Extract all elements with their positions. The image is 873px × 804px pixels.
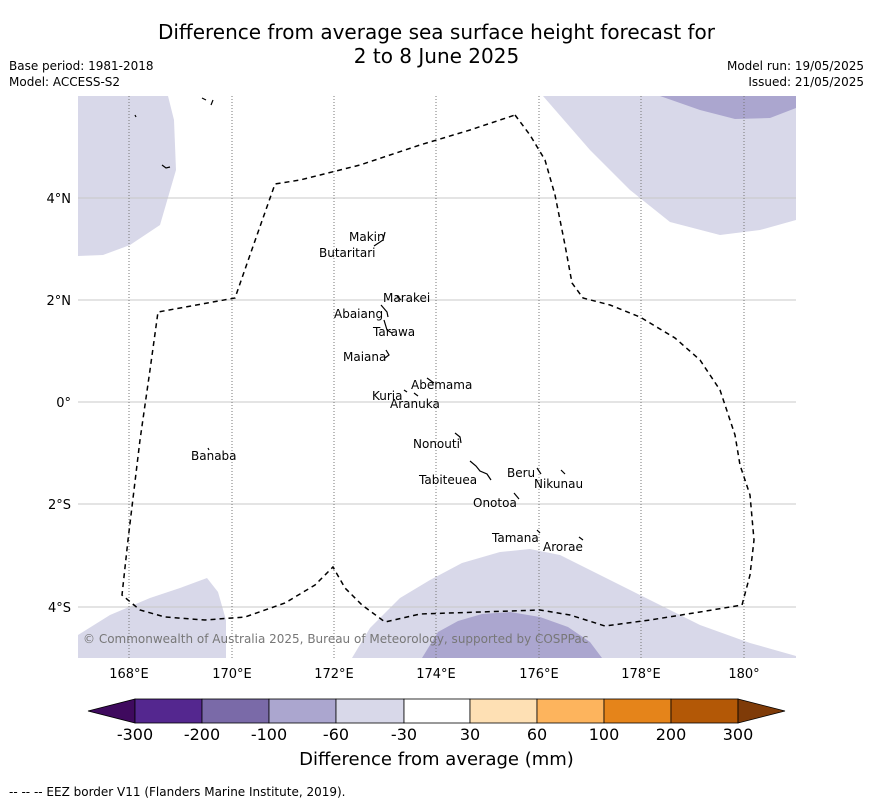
- island-tabiteuea: Tabiteuea: [418, 473, 477, 487]
- lon-label-170e: 170°E: [212, 667, 252, 682]
- lon-label-180: 180°: [728, 667, 759, 682]
- colorbar-segment: [134, 698, 203, 724]
- base-period: Base period: 1981-2018: [9, 59, 154, 73]
- colorbar-tick: -30: [391, 725, 417, 744]
- island-outlines: [134, 97, 584, 541]
- lat-label-4s: 4°S: [48, 601, 71, 616]
- island-nonouti: Nonouti: [413, 437, 460, 451]
- colorbar-tick: 30: [460, 725, 480, 744]
- colorbar-tick: 60: [527, 725, 547, 744]
- anomaly-region-ne: [543, 96, 796, 235]
- lon-axis: 168°E 170°E 172°E 174°E 176°E 178°E 180°: [109, 667, 759, 682]
- island-beru: Beru: [507, 466, 535, 480]
- lat-label-2s: 2°S: [48, 498, 71, 513]
- title-line-2: 2 to 8 June 2025: [353, 44, 520, 68]
- lon-label-174e: 174°E: [416, 667, 456, 682]
- colorbar-tick: -100: [251, 725, 287, 744]
- eez-footnote: -- -- -- EEZ border V11 (Flanders Marine…: [9, 785, 346, 799]
- model-name: Model: ACCESS-S2: [9, 75, 121, 89]
- title-line-1: Difference from average sea surface heig…: [157, 20, 716, 44]
- anomaly-region-s-core: [422, 612, 602, 658]
- eez-border: [121, 114, 755, 627]
- meta-right: Model run: 19/05/2025 Issued: 21/05/2025: [727, 58, 864, 90]
- colorbar-tick: 300: [723, 725, 754, 744]
- colorbar-arrow-high: [737, 698, 786, 724]
- island-arorae: Arorae: [543, 540, 583, 554]
- lon-label-172e: 172°E: [314, 667, 354, 682]
- meta-left: Base period: 1981-2018 Model: ACCESS-S2: [9, 58, 154, 90]
- model-run: Model run: 19/05/2025: [726, 59, 864, 73]
- colorbar-tick: 200: [656, 725, 687, 744]
- colorbar-segment: [335, 698, 405, 724]
- colorbar-tick: -300: [117, 725, 153, 744]
- colorbar-segment: [403, 698, 471, 724]
- colorbar-arrow-low: [87, 698, 136, 724]
- lon-gridlines: [128, 96, 745, 658]
- lat-label-0: 0°: [56, 396, 71, 411]
- chart-title: Difference from average sea surface heig…: [0, 20, 873, 68]
- island-kuria: Kuria: [372, 389, 403, 403]
- lat-gridlines: [78, 197, 796, 608]
- island-tarawa: Tarawa: [372, 325, 415, 339]
- issued-date: Issued: 21/05/2025: [748, 75, 864, 89]
- island-banaba: Banaba: [191, 449, 237, 463]
- lat-label-2n: 2°N: [47, 294, 72, 309]
- island-abemama: Abemama: [411, 378, 472, 392]
- island-tamana: Tamana: [491, 531, 539, 545]
- colorbar-segment: [603, 698, 672, 724]
- lon-label-176e: 176°E: [519, 667, 559, 682]
- colorbar-segment: [201, 698, 270, 724]
- island-onotoa: Onotoa: [473, 496, 517, 510]
- copyright-notice: © Commonwealth of Australia 2025, Bureau…: [83, 632, 589, 646]
- colorbar-segment: [469, 698, 538, 724]
- island-nikunau: Nikunau: [534, 477, 583, 491]
- map-area: Makin Butaritari Marakei Abaiang Tarawa …: [78, 96, 796, 658]
- island-aranuka: Aranuka: [390, 397, 440, 411]
- colorbar: [87, 698, 786, 724]
- island-abaiang: Abaiang: [334, 307, 383, 321]
- colorbar-tick: -60: [323, 725, 349, 744]
- anomaly-region-sw: [78, 578, 226, 658]
- island-maiana: Maiana: [343, 350, 386, 364]
- lon-label-178e: 178°E: [621, 667, 661, 682]
- lat-axis: 4°N 2°N 0° 2°S 4°S: [47, 192, 72, 616]
- colorbar-tick: 100: [589, 725, 620, 744]
- island-marakei: Marakei: [383, 291, 430, 305]
- anomaly-region-ne-core: [660, 96, 796, 119]
- anomaly-region-nw: [78, 96, 176, 256]
- colorbar-tick: -200: [184, 725, 220, 744]
- colorbar-segment: [536, 698, 605, 724]
- lat-label-4n: 4°N: [47, 192, 72, 207]
- colorbar-segment: [268, 698, 337, 724]
- colorbar-ticks: -300 -200 -100 -60 -30 30 60 100 200 300: [117, 725, 753, 744]
- island-makin: Makin: [349, 230, 385, 244]
- island-butaritari: Butaritari: [319, 246, 376, 260]
- island-labels: Makin Butaritari Marakei Abaiang Tarawa …: [191, 230, 583, 554]
- lon-label-168e: 168°E: [109, 667, 149, 682]
- colorbar-segment: [670, 698, 739, 724]
- colorbar-title: Difference from average (mm): [299, 749, 574, 770]
